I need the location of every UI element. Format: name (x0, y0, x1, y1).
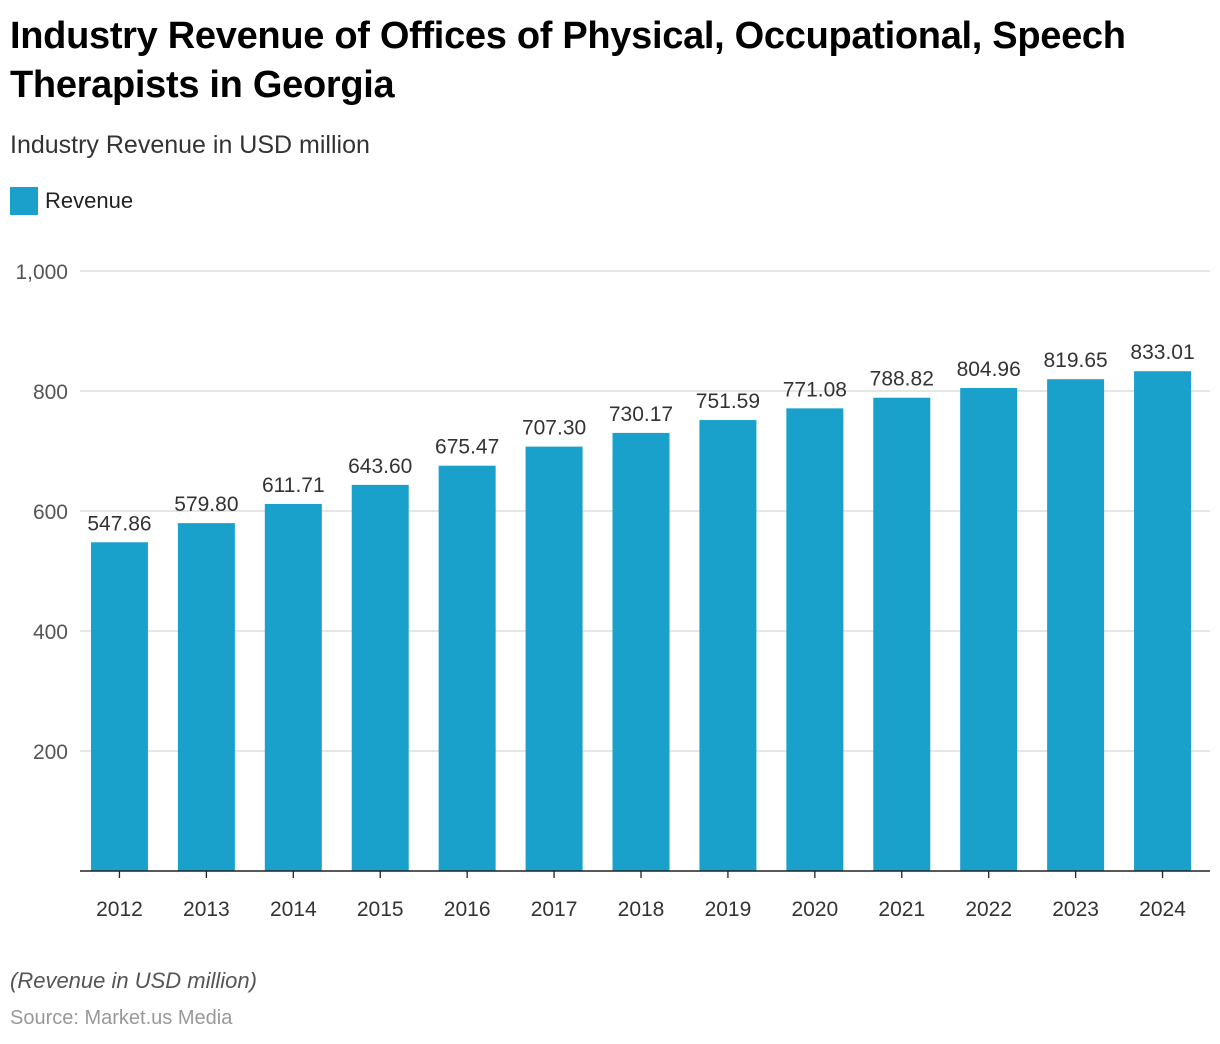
bar (960, 388, 1018, 871)
bar (786, 408, 844, 871)
bar (612, 432, 670, 871)
data-label: 751.59 (696, 390, 760, 413)
x-tick-label: 2015 (357, 898, 404, 921)
y-tick-label: 200 (33, 741, 68, 764)
bar (1134, 371, 1192, 871)
bar (1047, 379, 1105, 871)
chart-note: (Revenue in USD million) (10, 968, 257, 993)
data-label: 730.17 (609, 403, 673, 426)
chart-source: Source: Market.us Media (10, 1007, 233, 1029)
bar (699, 420, 757, 871)
bar (177, 523, 235, 871)
x-tick-label: 2017 (531, 898, 578, 921)
chart-subtitle: Industry Revenue in USD million (10, 131, 370, 159)
y-tick-label: 400 (33, 621, 68, 644)
x-tick-label: 2013 (183, 898, 230, 921)
y-tick-label: 800 (33, 381, 68, 404)
data-label: 707.30 (522, 417, 586, 440)
bar (873, 397, 931, 871)
bar (525, 446, 583, 871)
x-tick-label: 2016 (444, 898, 491, 921)
x-tick-label: 2019 (705, 898, 752, 921)
x-tick-label: 2021 (878, 898, 925, 921)
bar (351, 484, 409, 871)
legend-swatch (10, 187, 38, 215)
legend: Revenue (10, 187, 133, 215)
data-label: 771.08 (783, 378, 847, 401)
legend-label: Revenue (45, 188, 134, 213)
x-tick-label: 2014 (270, 898, 317, 921)
x-tick-label: 2020 (791, 898, 838, 921)
data-label: 819.65 (1043, 349, 1107, 372)
chart-title: Industry Revenue of Offices of Physical,… (10, 15, 1126, 106)
data-label: 804.96 (957, 358, 1021, 381)
data-label: 675.47 (435, 436, 499, 459)
data-label: 643.60 (348, 455, 412, 478)
x-tick-label: 2024 (1139, 898, 1186, 921)
y-tick-label: 600 (33, 501, 68, 524)
data-label: 611.71 (262, 474, 325, 497)
data-label: 579.80 (174, 493, 238, 516)
bar (438, 465, 496, 871)
x-tick-label: 2018 (618, 898, 665, 921)
data-label: 833.01 (1130, 341, 1194, 364)
bar (264, 503, 322, 871)
bar (90, 542, 148, 871)
data-label: 547.86 (87, 512, 151, 535)
x-tick-label: 2022 (965, 898, 1012, 921)
y-tick-label: 1,000 (15, 261, 68, 284)
data-label: 788.82 (870, 368, 934, 391)
x-tick-label: 2023 (1052, 898, 1099, 921)
x-tick-label: 2012 (96, 898, 143, 921)
